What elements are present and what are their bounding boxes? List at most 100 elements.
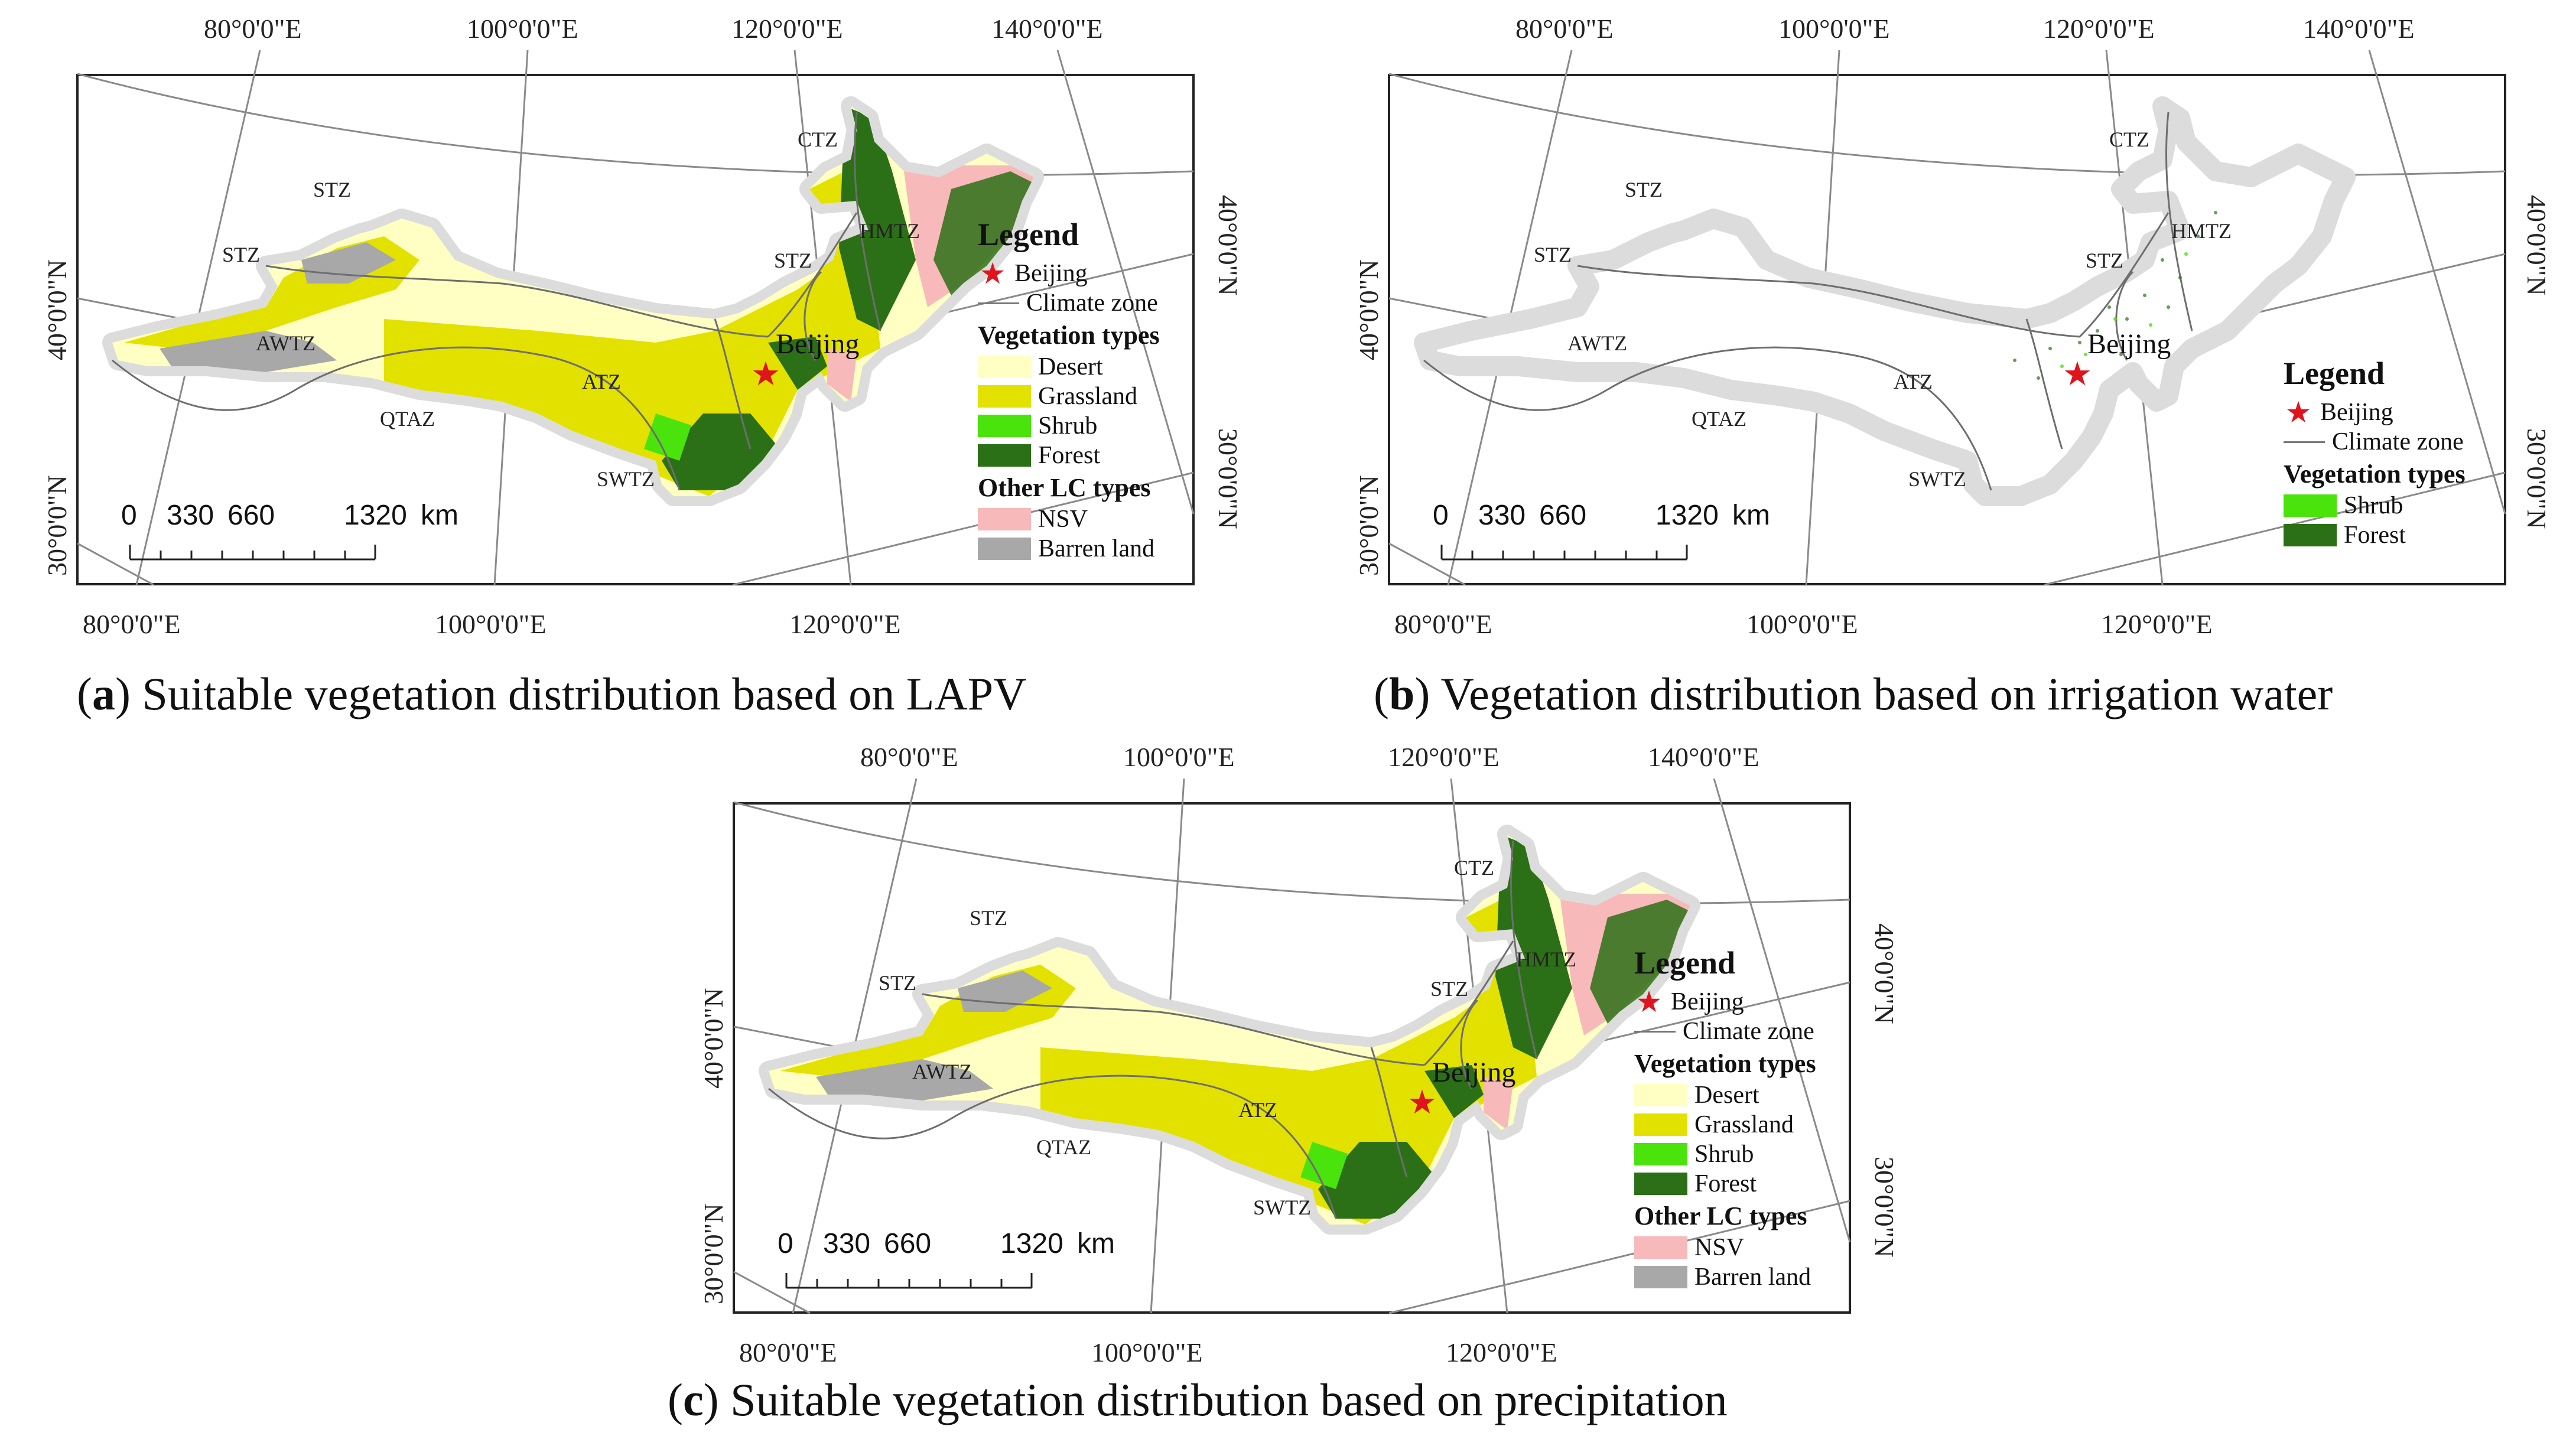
left-lat-40-c: 40°0'0"N	[698, 988, 728, 1089]
zone-stz-west-c: STZ	[879, 971, 917, 995]
line-icon	[978, 302, 1019, 304]
scale-label-1320-c: 1320	[1000, 1228, 1063, 1259]
scale-bar-b	[1440, 545, 1688, 561]
zone-ctz-a: CTZ	[798, 128, 838, 151]
scale-bar-a	[129, 545, 376, 561]
bottom-lon-120-b: 120°0'0"E	[2101, 609, 2213, 639]
legend-shrub-b: Shrub	[2344, 492, 2403, 519]
bottom-lon-80-c: 80°0'0"E	[739, 1337, 837, 1367]
swatch-nsv	[978, 508, 1031, 530]
zone-qtaz-c: QTAZ	[1036, 1135, 1092, 1159]
legend-climate-zone: Climate zone	[1026, 289, 1158, 317]
scale-bar-c	[785, 1273, 1033, 1289]
shrub-area-c	[1300, 1142, 1348, 1189]
zone-swtz-b: SWTZ	[1908, 467, 1966, 491]
scale-label-0-b: 0	[1433, 500, 1449, 531]
legend-barren: Barren land	[1038, 535, 1155, 562]
zone-stz-west-a: STZ	[222, 243, 261, 266]
swatch-barren-c	[1634, 1266, 1687, 1288]
legend-title-b: Legend	[2284, 356, 2385, 391]
panel-c: ★ 80°0'0"E 100°0'0"E 120°0'0"E 140°0'0"E…	[650, 732, 1938, 1449]
bottom-lon-120-a: 120°0'0"E	[789, 609, 901, 639]
bottom-lon-100-c: 100°0'0"E	[1091, 1337, 1203, 1367]
legend-desert: Desert	[1038, 353, 1103, 380]
scale-label-0-a: 0	[121, 500, 137, 531]
swatch-forest-c	[1634, 1173, 1687, 1195]
right-lat-40-b: 40°0'0"N	[2522, 195, 2552, 296]
zone-swtz-a: SWTZ	[597, 467, 655, 491]
panel-a: ★ 80°0'0"E 100°0'0"E 120°0'0"E 140°0'0"E…	[0, 0, 1288, 732]
zone-stz-east-a: STZ	[774, 249, 812, 272]
scale-label-660-a: 660	[227, 500, 275, 531]
line-icon	[1634, 1030, 1676, 1033]
legend-beijing-b: Beijing	[2320, 399, 2393, 426]
bottom-lon-100-b: 100°0'0"E	[1746, 609, 1858, 639]
top-lon-120-c: 120°0'0"E	[1388, 742, 1500, 772]
star-icon: ★	[2285, 396, 2312, 429]
city-label-c: Beijing	[1432, 1057, 1516, 1088]
right-lat-30-b: 30°0'0"N	[2522, 428, 2552, 529]
scale-unit-a: km	[421, 500, 458, 531]
legend-a: Legend ★ Beijing Climate zone Vegetation …	[978, 219, 1160, 564]
top-lon-140-b: 140°0'0"E	[2303, 14, 2415, 44]
legend-grassland: Grassland	[1038, 383, 1137, 410]
top-lon-100-c: 100°0'0"E	[1123, 742, 1235, 772]
legend-title: Legend	[978, 217, 1079, 252]
legend-forest-b: Forest	[2344, 522, 2406, 549]
zone-atz-c: ATZ	[1238, 1098, 1277, 1122]
shrub-area-a	[644, 413, 691, 461]
top-lon-100-b: 100°0'0"E	[1778, 14, 1890, 44]
scale-label-660-b: 660	[1539, 500, 1587, 531]
zone-qtaz-a: QTAZ	[380, 407, 435, 431]
legend-shrub-c: Shrub	[1694, 1141, 1754, 1168]
top-lon-120-a: 120°0'0"E	[731, 14, 843, 44]
legend-veg-header: Vegetation types	[978, 321, 1160, 350]
beijing-star-a: ★	[751, 356, 780, 393]
right-lat-30-a: 30°0'0"N	[1213, 428, 1243, 529]
scale-label-0-c: 0	[778, 1228, 793, 1259]
zone-stz-east-c: STZ	[1430, 977, 1469, 1001]
legend-other-header-c: Other LC types	[1634, 1201, 1807, 1230]
bottom-lon-100-a: 100°0'0"E	[435, 609, 547, 639]
left-lat-40-b: 40°0'0"N	[1354, 259, 1384, 360]
legend-other-header: Other LC types	[978, 473, 1151, 502]
swatch-shrub-c	[1634, 1143, 1687, 1165]
top-lon-140-c: 140°0'0"E	[1648, 742, 1759, 772]
climate-zone-lines-b	[1423, 112, 2193, 491]
swatch-forest-b	[2284, 524, 2337, 546]
swatch-barren	[978, 538, 1031, 560]
top-lon-80-b: 80°0'0"E	[1515, 14, 1614, 44]
zone-hmtz-b: HMTZ	[2171, 219, 2232, 243]
forest-area-c	[1495, 835, 1572, 1059]
zone-stz-north-b: STZ	[1625, 178, 1663, 201]
zone-stz-north-a: STZ	[313, 178, 352, 201]
caption-b: (b) Vegetation distribution based on irr…	[1374, 668, 2333, 719]
climate-zone-lines-c	[768, 840, 1538, 1219]
legend-b: Legend ★ Beijing Climate zone Vegetation …	[2284, 357, 2466, 550]
zone-stz-north-c: STZ	[970, 906, 1008, 930]
left-lat-40-a: 40°0'0"N	[42, 259, 72, 360]
right-lat-40-a: 40°0'0"N	[1213, 195, 1243, 296]
zone-hmtz-a: HMTZ	[860, 219, 920, 243]
city-label-a: Beijing	[776, 328, 860, 360]
caption-c: (c) Suitable vegetation distribution bas…	[668, 1374, 1728, 1425]
scale-label-330-a: 330	[167, 500, 214, 531]
top-lon-120-b: 120°0'0"E	[2043, 14, 2155, 44]
legend-barren-c: Barren land	[1694, 1264, 1811, 1291]
swatch-grassland	[978, 385, 1031, 408]
zone-ctz-b: CTZ	[2109, 128, 2149, 151]
zone-qtaz-b: QTAZ	[1692, 407, 1747, 431]
panel-b: ★ 80°0'0"E 100°0'0"E 120°0'0"E 140°0'0"E…	[1288, 0, 2576, 732]
zone-stz-east-b: STZ	[2086, 249, 2124, 272]
zone-awtz-a: AWTZ	[256, 331, 316, 355]
top-lon-100-a: 100°0'0"E	[467, 14, 578, 44]
legend-nsv: NSV	[1038, 506, 1088, 533]
star-icon: ★	[979, 257, 1006, 290]
zone-awtz-c: AWTZ	[912, 1060, 972, 1083]
legend-forest-c: Forest	[1694, 1170, 1757, 1197]
scale-label-1320-a: 1320	[344, 500, 407, 531]
star-icon: ★	[1635, 985, 1663, 1018]
legend-climate-zone-b: Climate zone	[2332, 428, 2464, 455]
scale-unit-c: km	[1077, 1228, 1115, 1259]
climate-zone-lines-a	[112, 112, 882, 491]
